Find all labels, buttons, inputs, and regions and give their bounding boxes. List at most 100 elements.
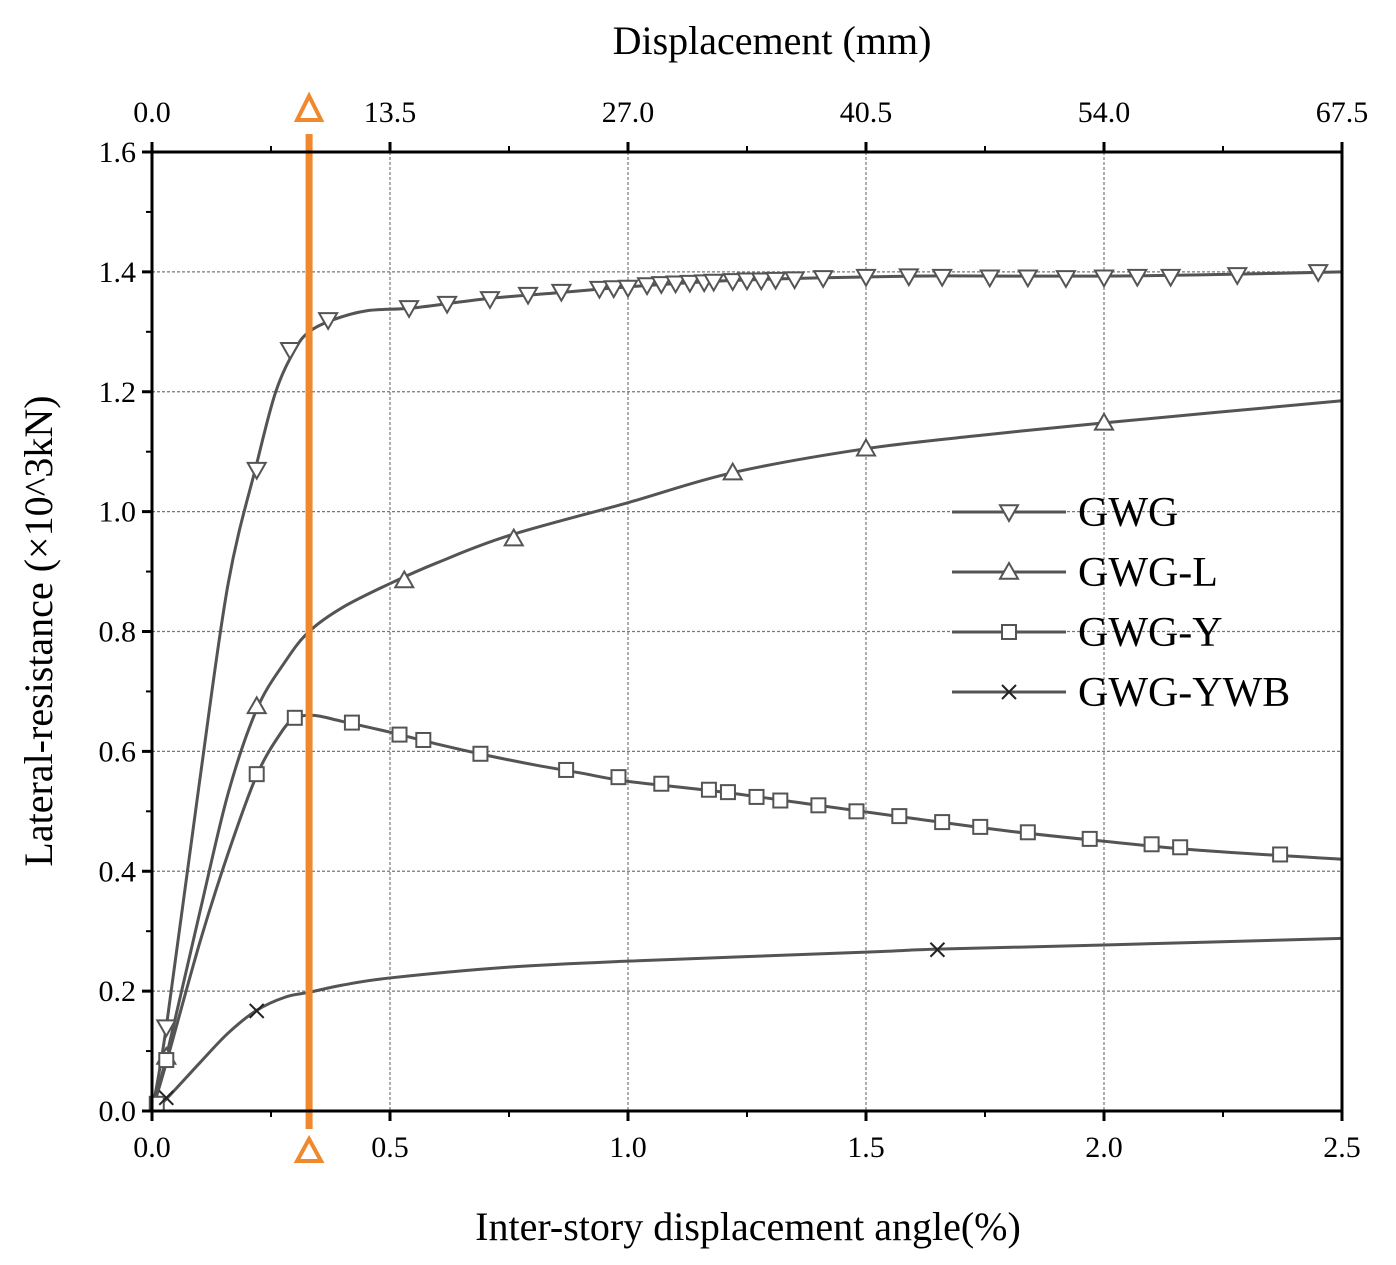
data-point-gwg xyxy=(602,280,625,300)
y-tick-label: 0.0 xyxy=(99,1095,137,1128)
data-point-gwg-y xyxy=(810,797,827,814)
data-point-gwg xyxy=(1226,267,1249,286)
data-point-gwg xyxy=(517,286,539,306)
legend-marker-gwg-y xyxy=(1001,624,1017,640)
tick-labels: 0.00.20.40.60.81.01.21.41.60.00.00.513.5… xyxy=(99,96,1369,1164)
data-point-gwg xyxy=(636,277,658,297)
yield-marker-bottom-triangle xyxy=(293,1134,325,1163)
top-x-tick-label: 67.5 xyxy=(1316,96,1369,129)
data-point-gwg xyxy=(1126,268,1149,288)
data-point-gwg-y xyxy=(934,814,951,831)
top-x-tick-label: 54.0 xyxy=(1078,96,1131,129)
data-point-gwg-l xyxy=(503,527,525,547)
data-point-gwg xyxy=(436,295,458,315)
data-point-gwg xyxy=(650,276,673,295)
data-point-gwg-y xyxy=(772,792,789,809)
data-point-gwg xyxy=(479,291,501,310)
y-tick-label: 0.4 xyxy=(99,855,137,888)
data-point-gwg-l xyxy=(245,695,268,715)
data-point-gwg xyxy=(664,275,687,295)
y-tick-label: 0.8 xyxy=(99,616,137,649)
series-line-gwg-ywb xyxy=(151,936,1343,1113)
data-point-gwg-y xyxy=(748,788,765,805)
x-tick-label: 0.5 xyxy=(371,1131,409,1164)
data-point-gwg-l xyxy=(721,461,744,481)
data-point-gwg-ywb xyxy=(929,942,946,958)
legend-label-gwg-l: GWG-L xyxy=(1078,550,1218,596)
data-point-gwg-y xyxy=(286,709,303,726)
data-point-gwg-y xyxy=(558,761,575,778)
data-point-gwg xyxy=(617,279,639,299)
x-axis-title: Inter-story displacement angle(%) xyxy=(475,1204,1021,1249)
data-point-gwg xyxy=(721,273,744,292)
data-point-gwg xyxy=(317,312,339,331)
data-point-gwg-y xyxy=(700,781,717,798)
top-x-axis-title: Displacement (mm) xyxy=(613,18,932,63)
data-point-gwg xyxy=(550,283,573,303)
data-point-gwg-y xyxy=(719,784,736,801)
y-tick-label: 1.2 xyxy=(99,376,137,409)
data-point-gwg xyxy=(1159,268,1182,288)
data-point-gwg xyxy=(398,300,420,319)
data-point-gwg xyxy=(245,461,268,481)
legend-label-gwg-ywb: GWG-YWB xyxy=(1078,670,1290,716)
data-point-gwg xyxy=(1093,269,1115,289)
data-point-gwg xyxy=(812,270,834,289)
data-point-gwg xyxy=(736,272,758,292)
data-point-gwg xyxy=(588,280,611,300)
data-point-gwg xyxy=(783,271,806,291)
legend-marker-gwg xyxy=(998,504,1020,524)
data-point-gwg-y xyxy=(891,808,908,825)
yield-marker-top-triangle xyxy=(293,91,325,122)
legend: GWG GWG-L GWG-Y GWG-YWB xyxy=(952,490,1290,716)
data-point-gwg-l xyxy=(1093,411,1115,431)
data-point-gwg-l xyxy=(855,437,877,457)
data-point-gwg xyxy=(764,271,787,291)
vertical-marker xyxy=(293,91,325,1163)
data-point-gwg-y xyxy=(848,803,865,820)
top-x-tick-label: 13.5 xyxy=(364,96,417,129)
data-point-gwg-ywb xyxy=(158,1090,174,1106)
series-line-gwg-l xyxy=(150,399,1343,1112)
data-point-gwg xyxy=(931,268,953,288)
data-point-gwg-y xyxy=(248,766,265,783)
data-point-gwg-y xyxy=(972,818,989,835)
y-axis-title: Lateral-resistance (×10^3kN) xyxy=(16,395,61,866)
x-tick-label: 1.5 xyxy=(847,1131,885,1164)
data-point-gwg-ywb xyxy=(249,1003,265,1019)
data-point-gwg-y xyxy=(472,745,489,762)
top-x-tick-label: 27.0 xyxy=(602,96,655,129)
y-tick-label: 0.2 xyxy=(99,975,137,1008)
legend-marker-gwg-l xyxy=(998,560,1020,580)
series-markers xyxy=(148,264,1329,1112)
y-tick-label: 0.6 xyxy=(99,735,137,768)
data-point-gwg-y xyxy=(1081,830,1098,847)
data-point-gwg xyxy=(155,1019,178,1039)
data-point-gwg xyxy=(750,272,773,292)
data-point-gwg-y xyxy=(391,726,408,743)
x-tick-label: 2.5 xyxy=(1323,1131,1361,1164)
legend-label-gwg: GWG xyxy=(1078,490,1178,536)
data-point-gwg-y xyxy=(1019,824,1036,841)
x-tick-label: 0.0 xyxy=(133,1131,171,1164)
data-point-gwg xyxy=(679,274,701,294)
data-point-gwg-l xyxy=(393,569,416,589)
top-x-tick-label: 0.0 xyxy=(133,96,171,129)
y-tick-label: 1.0 xyxy=(99,496,137,529)
top-x-tick-label: 40.5 xyxy=(840,96,893,129)
legend-label-gwg-y: GWG-Y xyxy=(1078,610,1223,656)
y-tick-label: 1.4 xyxy=(99,256,137,289)
data-point-gwg xyxy=(855,268,877,288)
grid xyxy=(152,152,1342,1111)
data-point-gwg-y xyxy=(158,1052,175,1069)
data-point-gwg xyxy=(1307,264,1329,283)
data-point-gwg xyxy=(979,269,1001,289)
data-point-gwg-y xyxy=(1143,836,1160,853)
data-point-gwg xyxy=(702,273,725,293)
data-point-gwg-y xyxy=(1172,839,1189,856)
data-point-gwg xyxy=(1055,270,1077,289)
x-tick-label: 1.0 xyxy=(609,1131,647,1164)
data-point-gwg xyxy=(1017,269,1039,289)
